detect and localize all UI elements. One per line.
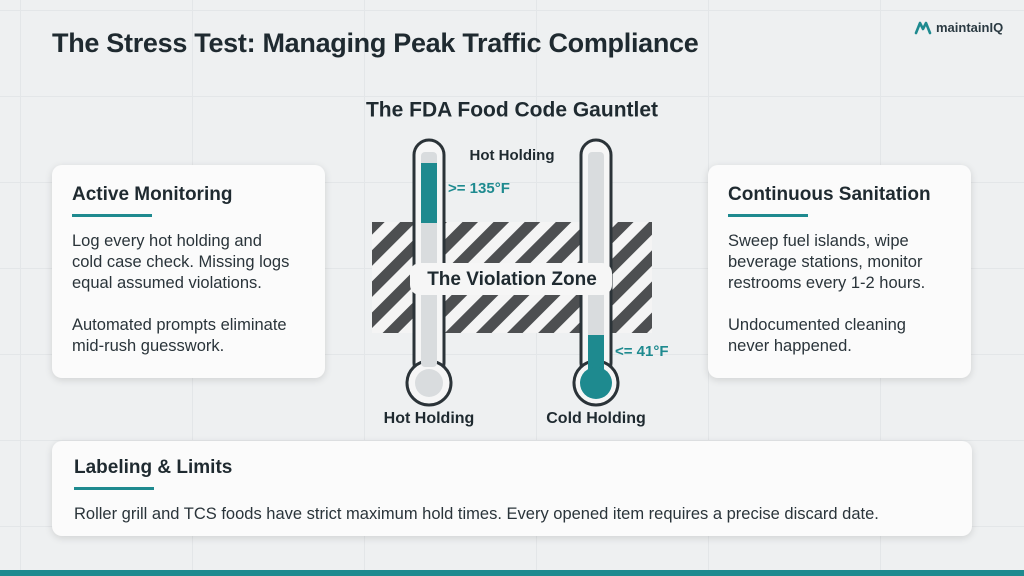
paragraph-gap: [72, 294, 305, 315]
card-heading: Active Monitoring: [72, 184, 233, 205]
gauntlet-title: The FDA Food Code Gauntlet: [366, 99, 658, 122]
violation-zone: [372, 222, 652, 333]
card-text: Sweep fuel islands, wipe: [728, 232, 909, 250]
card-content: Active Monitoring Log every hot holding a…: [52, 165, 325, 376]
card: Labeling & Limits Roller grill and TCS fo…: [52, 441, 972, 536]
card-text: Automated prompts eliminate: [72, 316, 287, 334]
card-rule: [728, 214, 808, 217]
cold-limit: <= 41°F: [615, 343, 669, 360]
paragraph-gap: [728, 294, 951, 315]
card-content: Continuous Sanitation Sweep fuel islands,…: [708, 165, 971, 376]
card-text: equal assumed violations.: [72, 274, 262, 292]
page-title: The Stress Test: Managing Peak Traffic C…: [52, 28, 699, 58]
card: Active Monitoring Log every hot holding a…: [52, 165, 325, 378]
card-content: Labeling & Limits Roller grill and TCS fo…: [52, 441, 972, 541]
card-text: never happened.: [728, 337, 852, 355]
logo: maintainIQ: [914, 20, 1003, 35]
card-text: mid-rush guesswork.: [72, 337, 225, 355]
logo-text: maintainIQ: [936, 20, 1004, 35]
top-label: Hot Holding: [470, 147, 555, 164]
card-heading: Labeling & Limits: [74, 457, 233, 478]
hot-thermometer: [405, 138, 453, 407]
card-rule: [74, 487, 154, 490]
card-heading: Continuous Sanitation: [728, 184, 931, 205]
card-text: cold case check. Missing logs: [72, 253, 290, 271]
card-text: beverage stations, monitor: [728, 253, 923, 271]
cold-thermometer: [572, 138, 620, 407]
logo-icon: [914, 21, 932, 34]
card: Continuous Sanitation Sweep fuel islands,…: [708, 165, 971, 378]
card-text: restrooms every 1-2 hours.: [728, 274, 926, 292]
card-text: Log every hot holding and: [72, 232, 262, 250]
hot-label: Hot Holding: [384, 410, 475, 427]
cold-label: Cold Holding: [546, 410, 646, 427]
hot-limit: >= 135°F: [448, 180, 510, 197]
zone-label: The Violation Zone: [427, 269, 597, 290]
card-rule: [72, 214, 152, 217]
card-text: Undocumented cleaning: [728, 316, 906, 334]
zone-label-bg: [410, 263, 612, 295]
card-text: Roller grill and TCS foods have strict m…: [74, 505, 879, 523]
bottom-stripe: [0, 570, 1024, 576]
